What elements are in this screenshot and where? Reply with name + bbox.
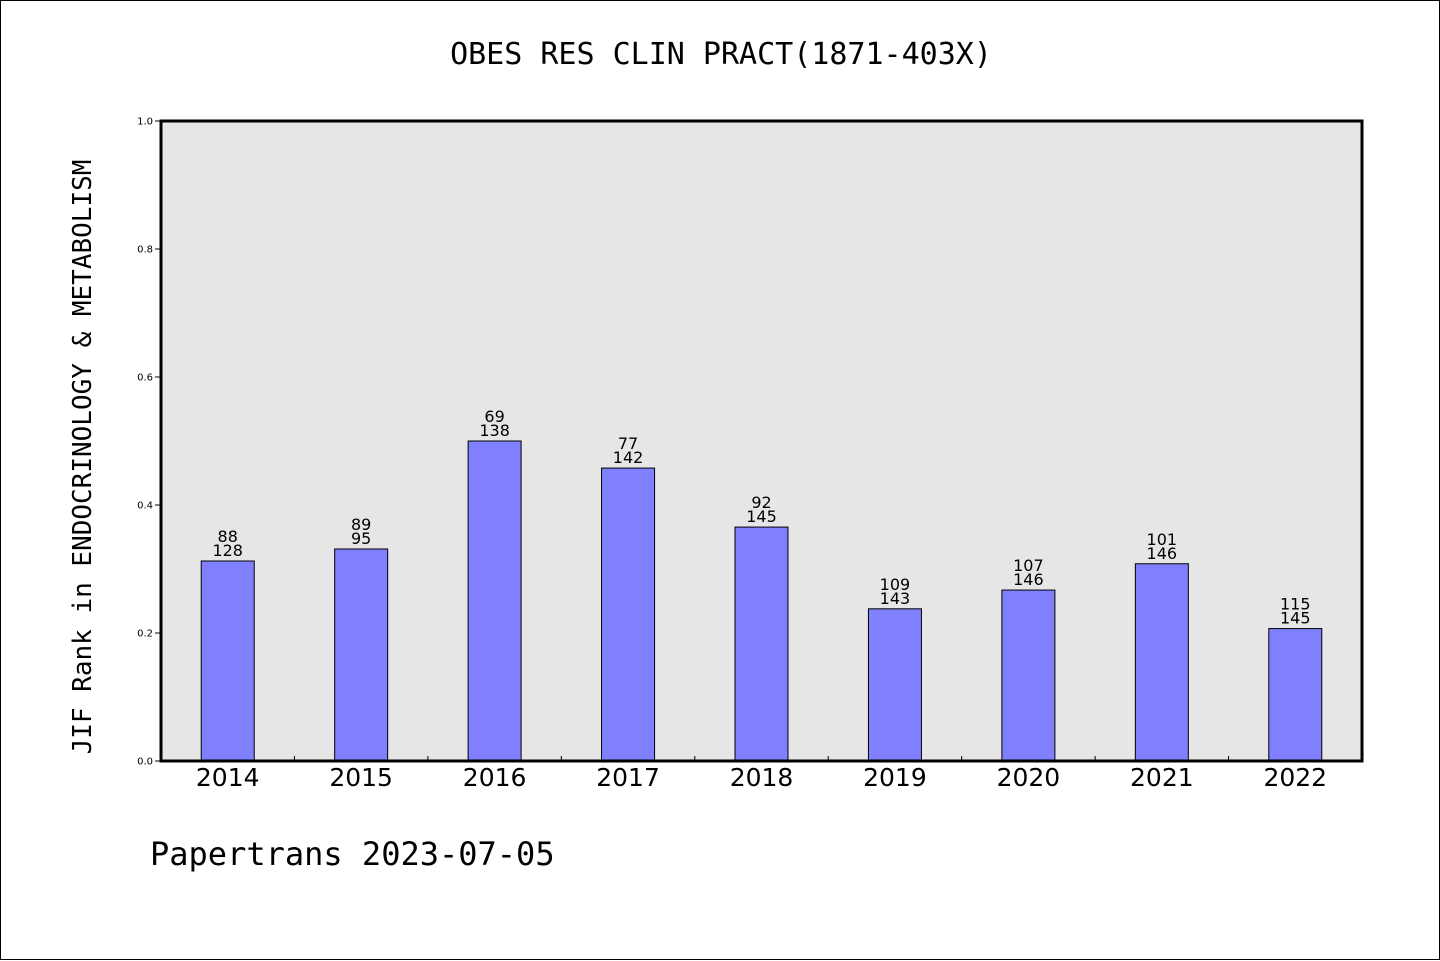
bar xyxy=(1134,563,1189,762)
x-category-label: 2019 xyxy=(863,763,927,792)
bar-rank-label: 88 xyxy=(218,527,238,546)
bar xyxy=(1001,589,1056,762)
bar-rank-label: 69 xyxy=(484,407,504,426)
x-category-label: 2018 xyxy=(730,763,794,792)
bar-total-label: 146 xyxy=(1147,544,1178,563)
bar xyxy=(467,440,522,762)
x-category-label: 2016 xyxy=(463,763,527,792)
x-category-label: 2021 xyxy=(1130,763,1194,792)
bar-total-label: 142 xyxy=(613,448,644,467)
bar-rank-label: 77 xyxy=(618,434,638,453)
bar-rank-label: 92 xyxy=(751,493,771,512)
bar-total-label: 145 xyxy=(746,507,777,526)
bar xyxy=(867,608,922,762)
y-tick-label: 0.2 xyxy=(137,629,153,640)
bar-rank-label: 89 xyxy=(351,515,371,534)
bar xyxy=(1268,628,1323,762)
x-category-label: 2017 xyxy=(596,763,660,792)
bar-total-label: 143 xyxy=(880,589,911,608)
y-tick-label: 0.4 xyxy=(137,501,153,512)
bar-total-label: 146 xyxy=(1013,570,1044,589)
chart-title: OBES RES CLIN PRACT(1871-403X) xyxy=(450,37,992,72)
bar-rank-label: 101 xyxy=(1147,530,1178,549)
y-tick-label: 0.8 xyxy=(137,245,153,256)
y-tick-label: 1.0 xyxy=(137,117,153,128)
footer-source-date: Papertrans 2023-07-05 xyxy=(150,835,555,873)
x-category-label: 2014 xyxy=(196,763,260,792)
x-category-label: 2015 xyxy=(329,763,393,792)
x-category-label: 2020 xyxy=(997,763,1061,792)
bar-rank-label: 115 xyxy=(1280,595,1311,614)
bar xyxy=(334,548,389,762)
y-tick-label: 0.6 xyxy=(137,373,153,384)
bar-rank-label: 109 xyxy=(880,575,911,594)
y-tick-label: 0.0 xyxy=(137,757,153,768)
plot-border xyxy=(159,119,1364,763)
bar xyxy=(734,526,789,762)
bar-total-label: 145 xyxy=(1280,609,1311,628)
bar xyxy=(200,560,255,762)
bar-total-label: 128 xyxy=(212,541,243,560)
bar-total-label: 95 xyxy=(351,529,371,548)
bar xyxy=(601,467,656,762)
bar-rank-label: 107 xyxy=(1013,556,1044,575)
bar-total-label: 138 xyxy=(479,421,510,440)
x-category-label: 2022 xyxy=(1263,763,1327,792)
